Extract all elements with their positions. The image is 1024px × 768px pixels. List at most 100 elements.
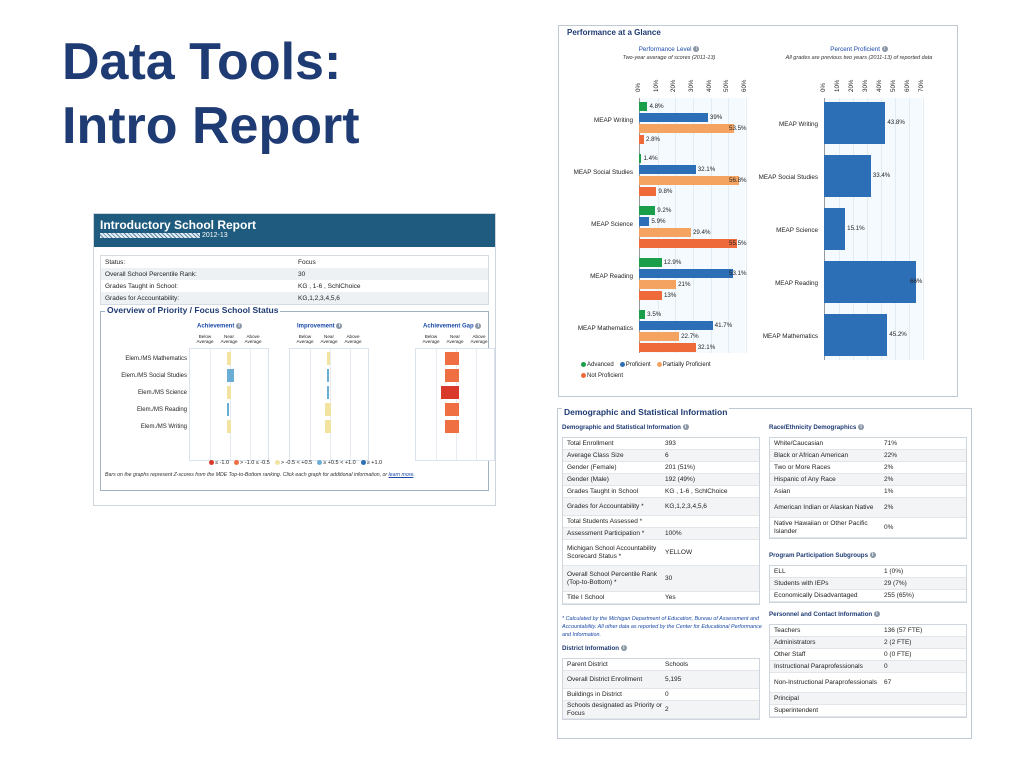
table-row: Average Class Size 6 <box>563 450 759 462</box>
legend-dot-icon <box>581 372 586 378</box>
proficient-bar[interactable] <box>824 314 888 356</box>
row-label: Schools designated as Priority or Focus <box>567 701 663 717</box>
z-score-bar[interactable] <box>227 403 229 416</box>
z-score-bar[interactable] <box>445 352 459 365</box>
legend-dot-icon <box>360 460 366 466</box>
proficient-bar[interactable] <box>824 261 917 303</box>
learn-more-link[interactable]: learn more <box>388 472 414 478</box>
row-value: 2 <box>665 705 669 713</box>
z-score-bar[interactable] <box>325 403 331 416</box>
table-row: Title I School Yes <box>563 592 759 604</box>
row-value: 1 (0%) <box>884 567 904 575</box>
proficient-bar[interactable] <box>824 155 871 197</box>
performance-bar[interactable] <box>639 176 740 185</box>
info-value: KG,1,2,3,4,5,6 <box>298 294 340 302</box>
overview-column-heading[interactable]: Achievement i <box>197 323 243 330</box>
performance-bar[interactable] <box>639 217 650 226</box>
performance-bar[interactable] <box>639 280 677 289</box>
row-label: Gender (Female) <box>567 463 617 471</box>
performance-bar[interactable] <box>639 102 648 111</box>
z-score-bar[interactable] <box>327 386 329 399</box>
info-icon[interactable]: i <box>620 645 627 652</box>
info-icon[interactable]: i <box>873 611 880 618</box>
x-tick-label: 20% <box>670 79 678 92</box>
z-score-bar[interactable] <box>327 369 329 382</box>
performance-bar[interactable] <box>639 258 662 267</box>
z-legend-label: ≥ +0.5 < +1.0 <box>323 460 356 466</box>
performance-bar[interactable] <box>639 113 708 122</box>
overview-chart-panel[interactable] <box>189 348 269 461</box>
performance-bar[interactable] <box>639 228 691 237</box>
performance-bar[interactable] <box>639 343 696 352</box>
z-score-bar[interactable] <box>445 420 459 433</box>
percent-proficient-subtitle: All grades are previous two years (2011-… <box>785 55 933 61</box>
performance-bar[interactable] <box>639 154 642 163</box>
row-label: Grades Taught in School <box>567 487 639 495</box>
z-score-bar[interactable] <box>227 420 231 433</box>
performance-bar[interactable] <box>639 206 656 215</box>
row-value: 255 (65%) <box>884 591 914 599</box>
performance-bar[interactable] <box>639 310 646 319</box>
table-row: Native Hawaiian or Other Pacific Islande… <box>770 518 966 538</box>
demographic-stats-heading: Demographic and Statistical Information … <box>562 424 689 431</box>
row-value: 2% <box>884 503 894 511</box>
overview-column-heading[interactable]: Improvement i <box>297 323 343 330</box>
performance-bar[interactable] <box>639 135 644 144</box>
overview-column-heading[interactable]: Achievement Gap i <box>423 323 482 330</box>
district-info-heading: District Information i <box>562 645 627 652</box>
overview-sub-headings: Below Average Near Average Above Average <box>293 334 365 344</box>
info-icon[interactable]: i <box>336 323 343 329</box>
z-score-bar[interactable] <box>441 386 459 399</box>
row-value: 67 <box>884 678 892 686</box>
performance-level-heading[interactable]: Performance Level i <box>589 46 749 53</box>
info-icon[interactable]: i <box>475 323 482 329</box>
overview-sub-headings: Below Average Near Average Above Average <box>193 334 265 344</box>
legend-label: Not Proficient <box>587 373 624 379</box>
info-icon[interactable]: i <box>869 552 876 559</box>
info-icon[interactable]: i <box>858 424 865 431</box>
performance-bar[interactable] <box>639 291 662 300</box>
performance-bar[interactable] <box>639 165 696 174</box>
z-score-bar[interactable] <box>227 352 231 365</box>
performance-bar[interactable] <box>639 187 657 196</box>
row-label: Black or African American <box>774 451 849 459</box>
z-score-bar[interactable] <box>327 352 330 365</box>
z-score-bar[interactable] <box>227 386 231 399</box>
z-score-bar[interactable] <box>445 403 459 416</box>
overview-row-label: Elem./MS Writing <box>140 424 187 430</box>
personnel-table: Teachers 136 (57 FTE) Administrators 2 (2 F… <box>769 624 967 718</box>
info-icon[interactable]: i <box>693 46 700 53</box>
row-label: Total Enrollment <box>567 439 614 447</box>
row-value: 201 (51%) <box>665 463 695 471</box>
grid-line <box>923 98 924 360</box>
proficient-bar[interactable] <box>824 208 846 250</box>
performance-bar[interactable] <box>639 239 738 248</box>
sub-heading: Above Average <box>244 334 262 344</box>
x-tick-label: 30% <box>862 79 869 92</box>
bar-value-label: 4.8% <box>649 103 664 110</box>
info-icon[interactable]: i <box>236 323 243 329</box>
z-legend-label: ≥ +1.0 <box>366 460 383 466</box>
percent-proficient-heading[interactable]: Percent Proficient i <box>764 46 954 53</box>
row-value: 0% <box>884 523 894 531</box>
z-score-bar[interactable] <box>445 369 459 382</box>
row-value: 100% <box>665 529 682 537</box>
info-icon[interactable]: i <box>682 424 689 431</box>
proficient-bar[interactable] <box>824 102 886 144</box>
performance-bar[interactable] <box>639 124 734 133</box>
row-value: 0 (0 FTE) <box>884 650 912 658</box>
z-score-bar[interactable] <box>325 420 331 433</box>
category-label: MEAP Mathematics <box>577 325 633 332</box>
performance-bar[interactable] <box>639 269 733 278</box>
overview-title: Overview of Priority / Focus School Stat… <box>105 305 281 315</box>
performance-bar[interactable] <box>639 332 680 341</box>
row-label: Buildings in District <box>567 690 622 698</box>
info-icon[interactable]: i <box>881 46 888 53</box>
performance-bar[interactable] <box>639 321 713 330</box>
program-participation-table: ELL 1 (0%) Students with IEPs 29 (7%) Econom… <box>769 565 967 603</box>
district-info-table: Parent District Schools Overall District E… <box>562 658 760 720</box>
z-score-bar[interactable] <box>227 369 234 382</box>
z-legend-item: ≥ +1.0 <box>360 460 383 466</box>
z-legend-label: > -1.0 ≤ -0.5 <box>240 460 270 466</box>
row-value: YELLOW <box>665 548 693 556</box>
